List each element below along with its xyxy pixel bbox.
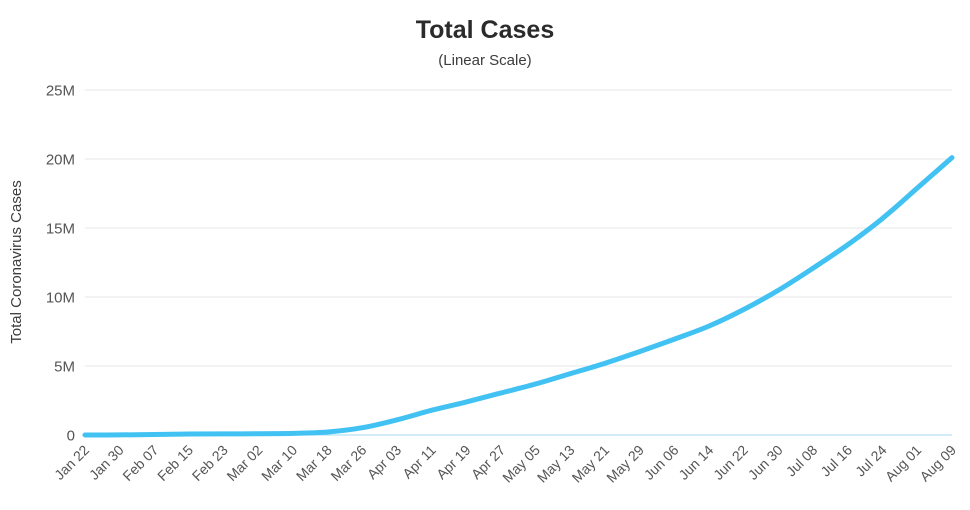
x-tick-label: Apr 03 — [364, 442, 405, 483]
x-tick-label: Aug 01 — [882, 442, 925, 485]
x-tick-label: Aug 09 — [916, 442, 959, 485]
x-tick-label: May 21 — [569, 442, 613, 486]
x-tick-label: Feb 23 — [189, 442, 231, 484]
x-tick-label: Jan 22 — [51, 442, 92, 483]
x-tick-label: May 29 — [603, 442, 647, 486]
series-group — [82, 155, 955, 438]
x-tick-label: Feb 07 — [119, 442, 161, 484]
x-tick-label: Mar 10 — [258, 442, 300, 484]
x-tick-label: Jun 22 — [710, 442, 751, 483]
chart-subtitle: (Linear Scale) — [438, 52, 531, 69]
y-axis-title: Total Coronavirus Cases — [8, 180, 25, 343]
y-tick-label: 0 — [67, 427, 75, 444]
y-tick-label: 20M — [46, 151, 75, 168]
x-tick-label: Apr 19 — [433, 442, 474, 483]
x-tick-label: May 13 — [534, 442, 578, 486]
y-tick-labels-group: 0 5M 10M 15M 20M 25M — [46, 82, 75, 444]
y-tick-label: 15M — [46, 220, 75, 237]
x-tick-label: May 05 — [499, 442, 543, 486]
x-tick-label: Mar 18 — [293, 442, 335, 484]
x-tick-label: Mar 26 — [327, 442, 369, 484]
x-tick-label: Jul 16 — [817, 442, 855, 480]
x-tick-label: Jan 30 — [86, 442, 127, 483]
x-tick-label: Jul 08 — [783, 442, 821, 480]
y-tick-label: 10M — [46, 289, 75, 306]
y-tick-label: 5M — [54, 358, 75, 375]
gridlines-group — [85, 89, 952, 436]
x-tick-label: Apr 11 — [399, 442, 439, 482]
x-tick-label: Jun 14 — [675, 442, 716, 483]
x-tick-label: Jun 06 — [641, 442, 682, 483]
y-tick-label: 25M — [46, 82, 75, 99]
x-tick-label: Feb 15 — [154, 442, 196, 484]
x-tick-label: Mar 02 — [223, 442, 265, 484]
total-cases-line-series — [82, 155, 955, 438]
chart-title: Total Cases — [416, 16, 554, 44]
x-tick-label: Jun 30 — [745, 442, 786, 483]
